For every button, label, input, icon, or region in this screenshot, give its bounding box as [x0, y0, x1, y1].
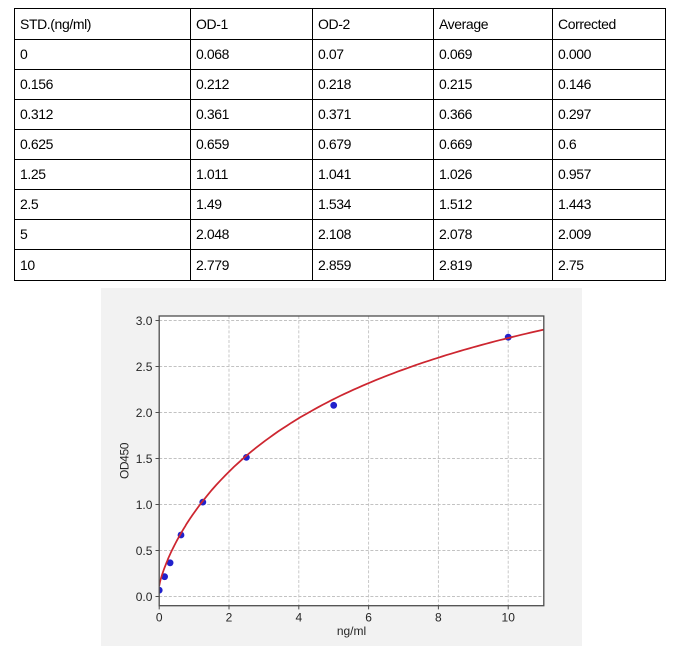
svg-text:0: 0: [156, 610, 163, 624]
svg-text:2.5: 2.5: [136, 360, 153, 374]
svg-text:10: 10: [502, 610, 516, 624]
svg-text:1.0: 1.0: [136, 498, 153, 512]
svg-text:1.5: 1.5: [136, 452, 153, 466]
svg-text:ng/ml: ng/ml: [337, 624, 366, 638]
svg-text:OD450: OD450: [117, 442, 131, 479]
svg-text:6: 6: [365, 610, 372, 624]
svg-text:4: 4: [295, 610, 302, 624]
svg-text:8: 8: [435, 610, 442, 624]
svg-text:2: 2: [226, 610, 233, 624]
svg-text:2.0: 2.0: [136, 406, 153, 420]
svg-text:0.0: 0.0: [136, 590, 153, 604]
svg-text:3.0: 3.0: [136, 314, 153, 328]
svg-text:0.5: 0.5: [136, 544, 153, 558]
